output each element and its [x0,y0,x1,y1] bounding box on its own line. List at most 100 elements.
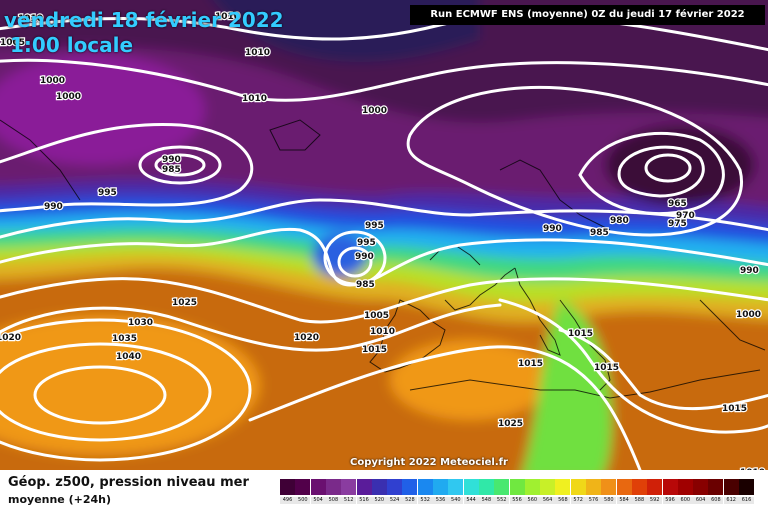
isobar-label: 975 [668,219,687,229]
isobar-label: 990 [44,202,63,212]
legend-title: Géop. z500, pression niveau mer [8,475,249,490]
scale-tick-label: 556 [509,497,525,504]
scale-swatch [708,479,724,495]
scale-tick-label: 612 [723,497,739,504]
scale-tick-label: 548 [478,497,494,504]
isobar-label: 995 [357,238,376,248]
scale-swatch [524,479,540,495]
scale-swatch [433,479,448,495]
scale-swatch [631,479,647,495]
scale-swatch [478,479,494,495]
scale-swatch [280,479,295,495]
scale-tick-label: 592 [647,497,663,504]
isobar-label: 1010 [740,468,765,470]
isobar-label: 995 [365,221,384,231]
isobar-label: 990 [740,266,759,276]
isobar-label: 970 [676,211,695,221]
forecast-time-title: 1:00 locale [10,33,134,57]
scale-tick-label: 504 [310,497,326,504]
scale-swatch [662,479,678,495]
isobar-label: 1015 [362,345,387,355]
isobar-label: 1015 [594,363,619,373]
coastlines [0,119,766,399]
scale-tick-label: 604 [693,497,709,504]
scale-swatch [723,479,739,495]
scale-tick-label: 596 [662,497,678,504]
scale-tick-label: 600 [677,497,693,504]
isobar-label: 1010 [18,14,43,24]
scale-tick-label: 540 [448,497,464,504]
scale-swatch [570,479,586,495]
scale-swatch [586,479,601,495]
scale-tick-label: 508 [325,497,341,504]
legend-panel: Géop. z500, pression niveau mer moyenne … [0,470,768,512]
isobar-label: 1005 [364,311,389,321]
isobar-label: 1010 [242,94,267,104]
scale-tick-label: 584 [616,497,632,504]
scale-swatch [417,479,433,495]
isobar-label: 985 [162,165,181,175]
isobar-label: 1005 [0,38,25,48]
scale-tick-label: 532 [417,497,433,504]
isobar-label: 1025 [172,298,197,308]
scale-tick-label: 516 [356,497,372,504]
scale-tick-label: 572 [570,497,586,504]
forecast-date-title: vendredi 18 février 2022 [4,8,284,32]
isobar-label: 990 [355,252,374,262]
scale-tick-label: 576 [586,497,601,504]
scale-swatch [356,479,372,495]
scale-tick-label: 552 [494,497,510,504]
isobar-label: 1000 [56,92,81,102]
scale-tick-label: 560 [524,497,540,504]
scale-tick-label: 544 [463,497,479,504]
isobar-label: 1000 [40,76,65,86]
copyright-notice: Copyright 2022 Meteociel.fr [350,457,508,468]
scale-swatch [387,479,403,495]
scale-swatch [341,479,357,495]
legend-subtitle: moyenne (+24h) [8,493,112,506]
isobar-label: 1000 [736,310,761,320]
scale-tick-label: 536 [433,497,448,504]
run-info-banner: Run ECMWF ENS (moyenne) 0Z du jeudi 17 f… [410,5,765,25]
scale-swatch [494,479,510,495]
isobar-label: 990 [162,155,181,165]
scale-swatch [295,479,311,495]
scale-tick-label: 616 [739,497,754,504]
scale-swatch [325,479,341,495]
scale-swatch [601,479,617,495]
scale-swatch [463,479,479,495]
scale-swatch [540,479,556,495]
scale-tick-label: 496 [280,497,295,504]
scale-tick-label: 608 [708,497,724,504]
isobar-label: 1035 [112,334,137,344]
isobar-label: 1015 [518,359,543,369]
isobar-label: 1015 [722,404,747,414]
isobar-label: 1010 [215,12,240,22]
scale-swatch [509,479,525,495]
scale-tick-label: 512 [341,497,357,504]
weather-map: 1010 1005 1010 1010 1000 1000 1010 1000 990 985 99… [0,0,768,470]
isobar-label: 1040 [116,352,141,362]
scale-tick-label: 528 [402,497,418,504]
isobars [0,14,768,470]
scale-swatch [693,479,709,495]
isobar-label: 980 [610,216,629,226]
isobar-label: 995 [98,188,117,198]
isobar-label: 1015 [568,329,593,339]
scale-tick-label: 564 [540,497,556,504]
scale-swatch [616,479,632,495]
scale-swatch [371,479,387,495]
isobar-label: 985 [590,228,609,238]
isobar-label: 1020 [0,333,21,343]
scale-tick-label: 580 [601,497,617,504]
isobar-label: 1010 [370,327,395,337]
isobar-label: 985 [356,280,375,290]
scale-swatch [402,479,418,495]
isobar-label: 1020 [294,333,319,343]
scale-tick-label: 588 [631,497,647,504]
color-scale: 496 500 504 508 512 516 520 524 528 532 536 540 544 5… [280,479,760,507]
scale-tick-label: 568 [555,497,571,504]
scale-tick-label: 500 [295,497,311,504]
